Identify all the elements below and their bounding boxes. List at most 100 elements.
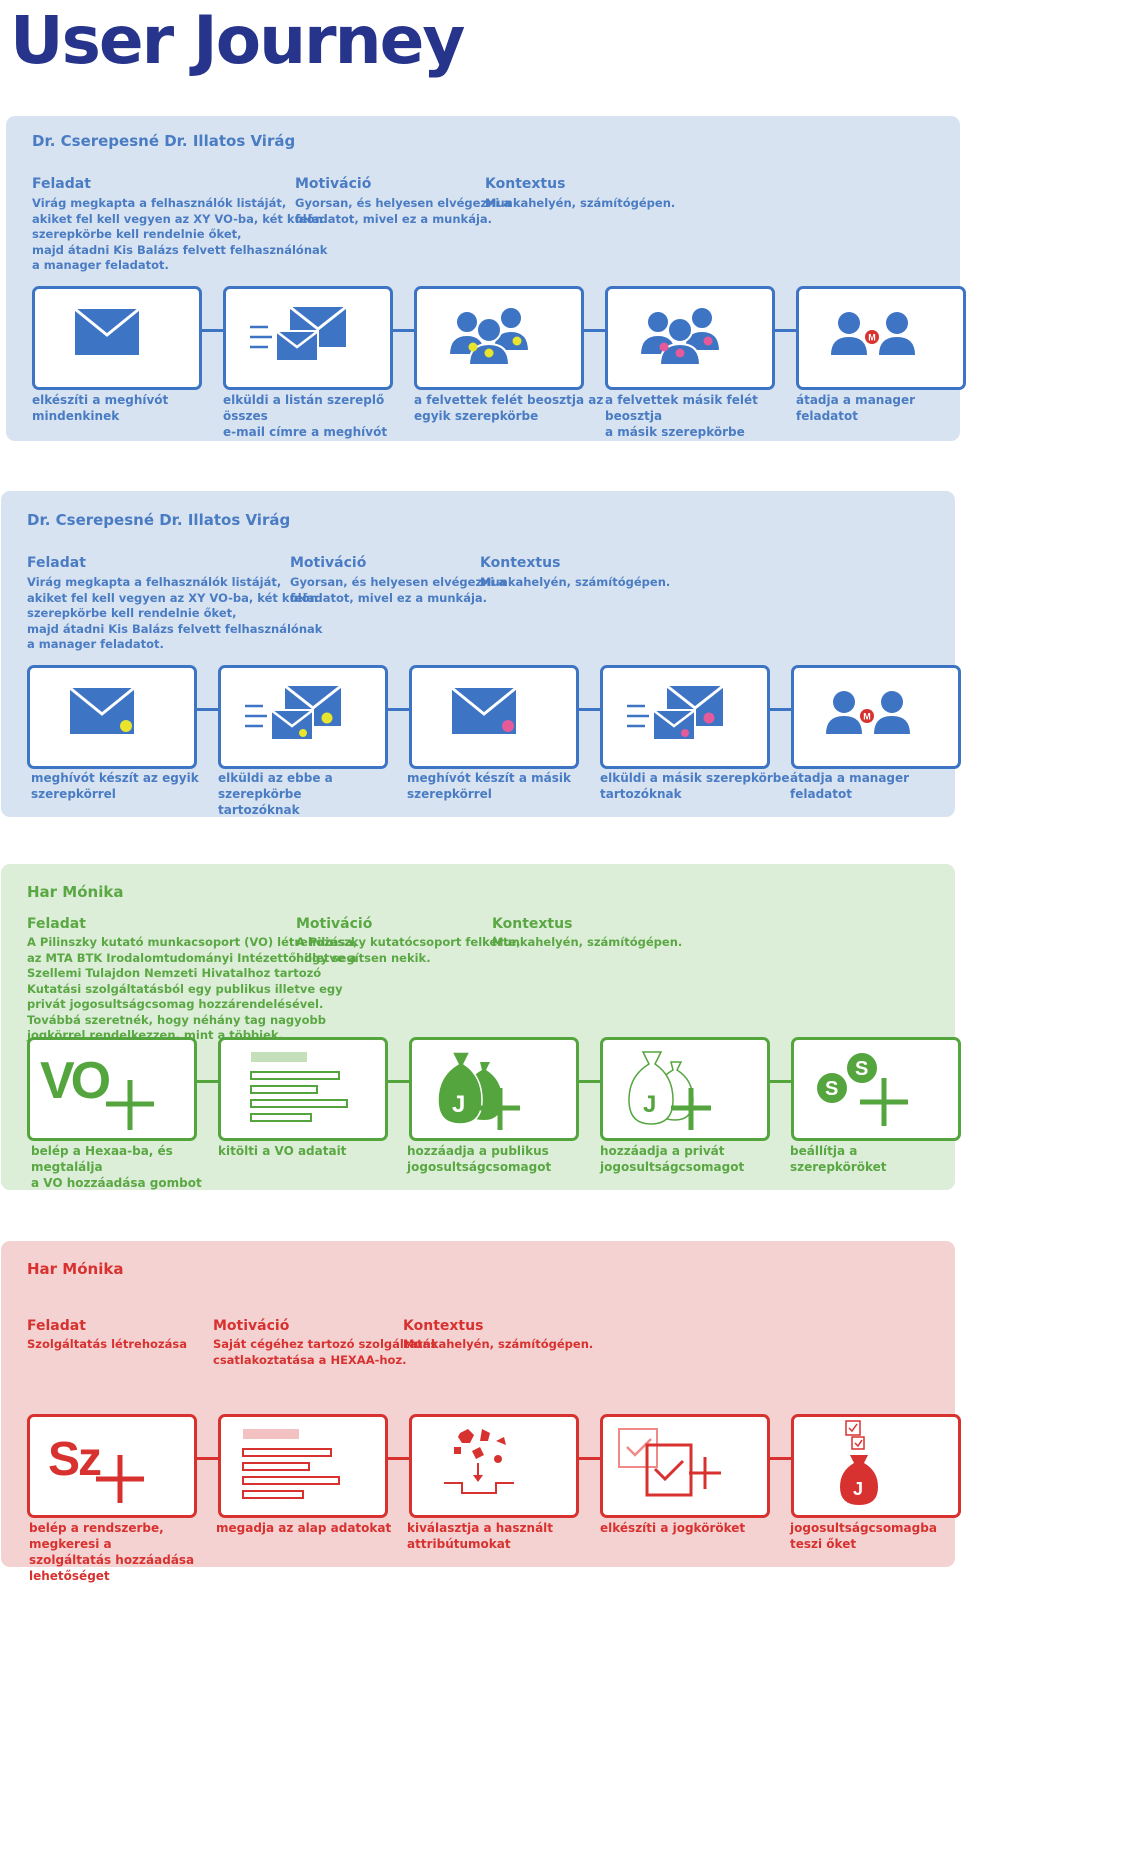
journey-step-3: [409, 665, 579, 769]
step-caption-3: a felvettek felét beosztja az egyik szer…: [414, 393, 604, 423]
feladat-text: A Pilinszky kutató munkacsoport (VO) lét…: [27, 935, 358, 1042]
journey-step-1: VO: [27, 1037, 197, 1141]
form-icon: [242, 1429, 340, 1499]
step-connector: [388, 1457, 409, 1460]
service-glyph: Sz: [48, 1433, 101, 1486]
journey-panel-4: Har Mónika Feladat Szolgáltatás létrehoz…: [1, 1241, 961, 1583]
step-connector: [393, 329, 414, 332]
step-connector: [584, 329, 605, 332]
persona-name: Dr. Cserepesné Dr. Illatos Virág: [32, 132, 296, 150]
motivacio-text: Gyorsan, és helyesen elvégezni a feladat…: [290, 575, 507, 605]
manager-badge: M: [868, 333, 876, 343]
step-caption-1: meghívót készít az egyik szerepkörrel: [31, 771, 199, 801]
journey-step-1: [27, 665, 197, 769]
step-caption-2: elküldi a listán szereplő összes e-mail …: [223, 393, 388, 439]
step-connector: [770, 708, 791, 711]
step-connector: [388, 708, 409, 711]
step-caption-5: átadja a manager feladatot: [790, 771, 910, 801]
step-caption-2: megadja az alap adatokat: [216, 1521, 392, 1535]
step-connector: [770, 1080, 791, 1083]
motivacio-heading: Motiváció: [296, 916, 373, 932]
step-connector: [197, 1080, 218, 1083]
journey-step-4: [600, 665, 770, 769]
journey-step-2: [218, 1414, 388, 1518]
manager-badge: M: [863, 712, 871, 722]
step-connector: [579, 708, 600, 711]
step-caption-2: kitölti a VO adatait: [218, 1144, 347, 1158]
add-private-package-icon: J: [628, 1051, 711, 1130]
journey-step-2: [218, 1037, 388, 1141]
feladat-heading: Feladat: [27, 555, 86, 571]
step-caption-5: beállítja a szerepköröket: [790, 1144, 887, 1174]
envelope-icon: [74, 307, 140, 355]
journey-step-5: S S: [791, 1037, 961, 1141]
step-connector: [197, 1457, 218, 1460]
journey-step-1: Sz: [27, 1414, 197, 1518]
step-connector: [579, 1080, 600, 1083]
motivacio-heading: Motiváció: [295, 176, 372, 192]
step-connector: [388, 1080, 409, 1083]
step-caption-5: jogosultságcsomagba teszi őket: [790, 1521, 937, 1551]
package-glyph: J: [853, 1479, 863, 1499]
step-caption-3: hozzáadja a publikus jogosultságcsomagot: [407, 1144, 552, 1174]
journey-panel-2: Dr. Cserepesné Dr. Illatos Virág Feladat…: [1, 491, 961, 817]
manager-handover-icon: M: [831, 312, 915, 355]
kontextus-heading: Kontextus: [485, 176, 566, 192]
journey-step-5: J: [791, 1414, 961, 1518]
step-caption-1: belép a rendszerbe, megkeresi a szolgált…: [29, 1521, 195, 1583]
step-connector: [775, 329, 796, 332]
vo-glyph: VO: [40, 1052, 110, 1110]
step-connector: [579, 1457, 600, 1460]
motivacio-heading: Motiváció: [290, 555, 367, 571]
journey-step-5: M: [791, 665, 961, 769]
journey-step-4: [600, 1414, 770, 1518]
journey-step-4: J: [600, 1037, 770, 1141]
kontextus-text: Munkahelyén, számítógépen.: [480, 575, 671, 589]
role-glyph: S: [855, 1058, 868, 1080]
send-envelopes-pink-icon: [627, 684, 724, 741]
step-caption-3: meghívót készít a másik szerepkörrel: [407, 771, 571, 801]
motivacio-heading: Motiváció: [213, 1318, 290, 1334]
step-connector: [770, 1457, 791, 1460]
persona-name: Har Mónika: [27, 883, 124, 901]
page-title: User Journey: [10, 2, 465, 79]
package-glyph: J: [643, 1091, 656, 1118]
manager-handover-icon: M: [826, 691, 910, 734]
persona-name: Har Mónika: [27, 1260, 124, 1278]
role-glyph: S: [825, 1078, 838, 1100]
send-envelopes-yellow-icon: [245, 684, 342, 741]
add-vo-icon: VO: [40, 1052, 154, 1130]
journey-panel-1: Dr. Cserepesné Dr. Illatos Virág Feladat…: [6, 116, 966, 441]
step-caption-1: belép a Hexaa-ba, és megtalálja a VO hoz…: [31, 1144, 202, 1190]
feladat-heading: Feladat: [27, 1318, 86, 1334]
envelope-yellow-icon: [69, 686, 135, 734]
feladat-text: Szolgáltatás létrehozása: [27, 1337, 187, 1351]
step-caption-4: a felvettek másik felét beosztja a másik…: [605, 393, 758, 439]
journey-step-2: [218, 665, 388, 769]
form-icon: [250, 1052, 348, 1122]
step-caption-5: átadja a manager feladatot: [796, 393, 916, 423]
feladat-heading: Feladat: [27, 916, 86, 932]
motivacio-text: Saját cégéhez tartozó szolgáltatás csatl…: [213, 1337, 438, 1367]
journey-step-3: J: [409, 1037, 579, 1141]
select-attributes-icon: [444, 1429, 514, 1494]
feladat-text: Virág megkapta a felhasználók listáját, …: [32, 196, 328, 272]
envelope-pink-icon: [451, 686, 517, 734]
journey-step-1: [32, 286, 202, 390]
add-roles-icon: S S: [815, 1051, 908, 1126]
add-public-package-icon: J: [437, 1051, 520, 1130]
kontextus-text: Munkahelyén, számítógépen.: [403, 1337, 594, 1351]
journey-panel-3: Har Mónika Feladat A Pilinszky kutató mu…: [1, 864, 961, 1190]
send-envelopes-icon: [250, 305, 347, 362]
motivacio-text: Gyorsan, és helyesen elvégezni a feladat…: [295, 196, 512, 226]
step-caption-4: elkészíti a jogköröket: [600, 1521, 746, 1535]
journey-step-5: M: [796, 286, 966, 390]
persona-name: Dr. Cserepesné Dr. Illatos Virág: [27, 511, 291, 529]
kontextus-text: Munkahelyén, számítógépen.: [485, 196, 676, 210]
step-caption-4: hozzáadja a privát jogosultságcsomagot: [600, 1144, 745, 1174]
step-connector: [202, 329, 223, 332]
create-permissions-icon: [618, 1428, 721, 1497]
journey-step-3: [409, 1414, 579, 1518]
user-group-pink-icon: [638, 306, 722, 366]
journey-step-3: [414, 286, 584, 390]
